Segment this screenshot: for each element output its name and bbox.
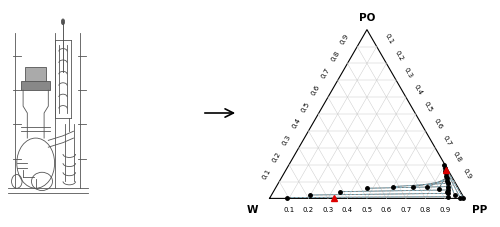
- Text: 0.5: 0.5: [422, 100, 433, 113]
- Text: PO: PO: [359, 13, 375, 23]
- Bar: [21, 82, 50, 91]
- Text: 0.2: 0.2: [272, 151, 282, 163]
- Text: PP: PP: [472, 204, 488, 214]
- Text: 0.2: 0.2: [394, 50, 404, 62]
- Text: W: W: [246, 204, 258, 214]
- Text: 0.6: 0.6: [432, 117, 443, 129]
- Text: 0.8: 0.8: [452, 150, 462, 163]
- Text: 0.7: 0.7: [400, 206, 411, 212]
- Text: 0.9: 0.9: [440, 206, 450, 212]
- Text: 0.1: 0.1: [284, 206, 294, 212]
- Text: 0.9: 0.9: [462, 167, 472, 180]
- Text: 0.9: 0.9: [340, 33, 350, 45]
- Text: 0.6: 0.6: [381, 206, 392, 212]
- Text: 0.1: 0.1: [262, 167, 272, 180]
- Text: 0.6: 0.6: [310, 83, 321, 96]
- Text: 0.4: 0.4: [342, 206, 353, 212]
- Text: 0.2: 0.2: [303, 206, 314, 212]
- Text: 0.8: 0.8: [420, 206, 431, 212]
- Ellipse shape: [62, 20, 64, 25]
- Text: 0.8: 0.8: [330, 49, 340, 62]
- Text: 0.3: 0.3: [322, 206, 334, 212]
- Text: 0.5: 0.5: [300, 100, 312, 113]
- Bar: [25, 68, 46, 82]
- Text: 0.1: 0.1: [384, 33, 394, 45]
- Text: 0.3: 0.3: [281, 133, 292, 146]
- Text: 0.7: 0.7: [442, 133, 453, 146]
- Text: 0.3: 0.3: [403, 66, 414, 79]
- Text: 0.7: 0.7: [320, 66, 331, 79]
- Text: 0.4: 0.4: [291, 117, 302, 129]
- Text: 0.5: 0.5: [362, 206, 372, 212]
- Text: 0.4: 0.4: [412, 83, 424, 96]
